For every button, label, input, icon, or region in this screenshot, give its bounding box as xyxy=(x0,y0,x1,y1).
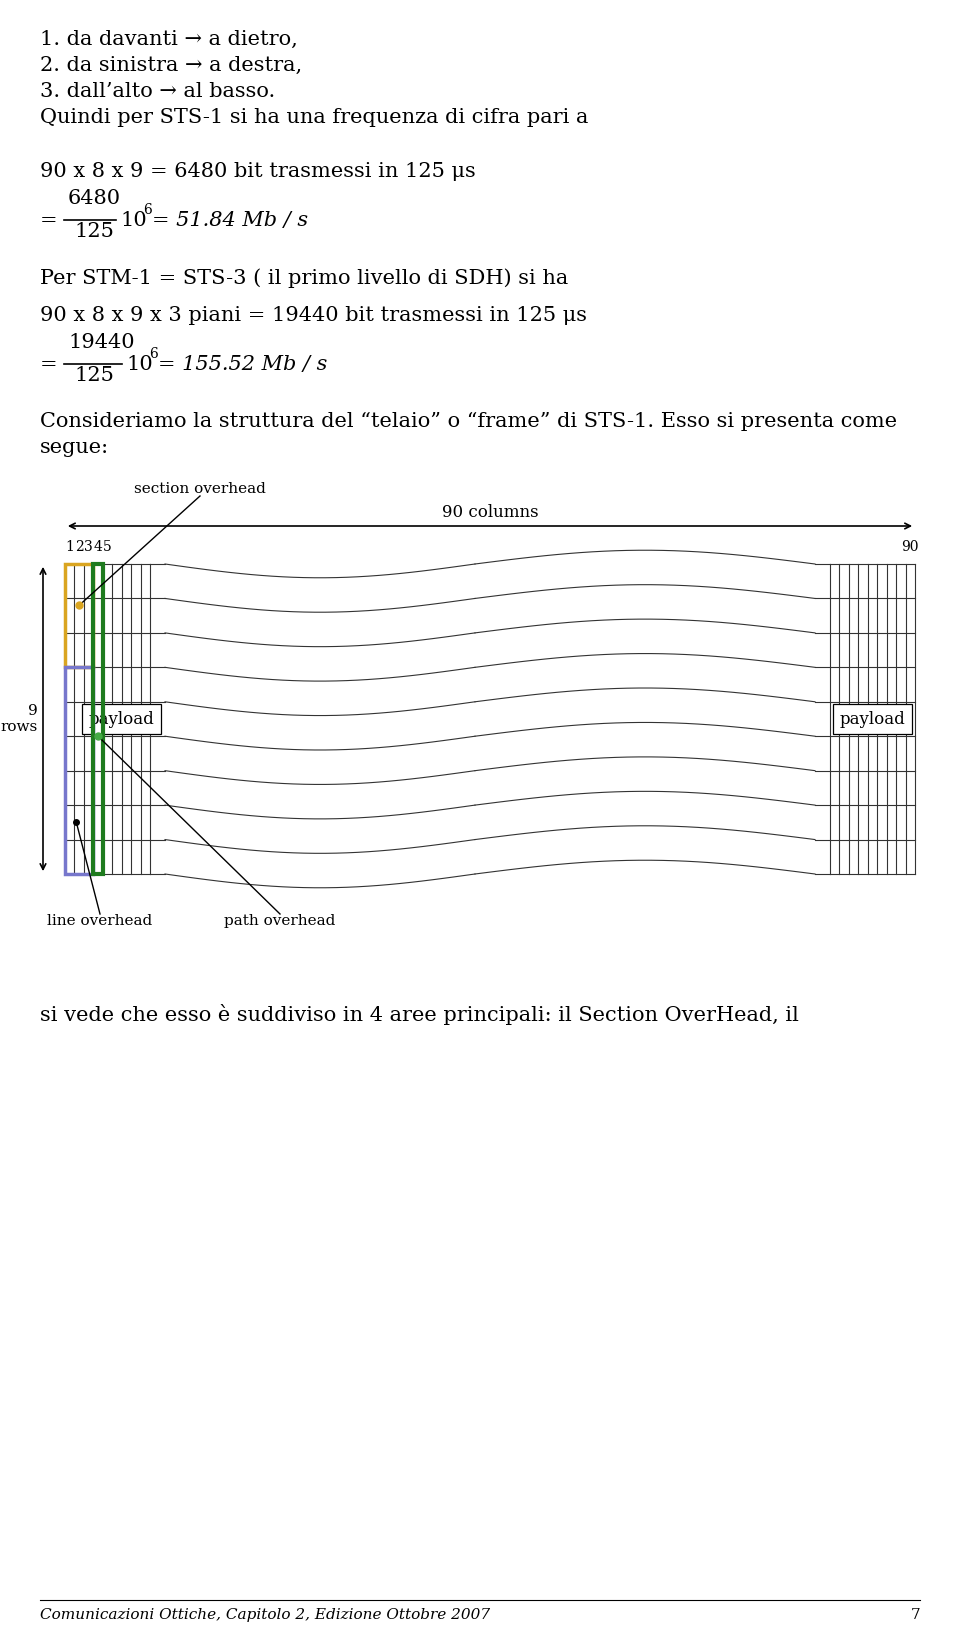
Text: 4: 4 xyxy=(94,540,103,554)
Text: 90 x 8 x 9 = 6480 bit trasmessi in 125 μs: 90 x 8 x 9 = 6480 bit trasmessi in 125 μ… xyxy=(40,162,476,182)
Bar xyxy=(162,564,818,873)
Text: 1: 1 xyxy=(65,540,74,554)
Text: si vede che esso è suddiviso in 4 aree principali: il Section OverHead, il: si vede che esso è suddiviso in 4 aree p… xyxy=(40,1003,799,1025)
Bar xyxy=(93,564,103,874)
Text: line overhead: line overhead xyxy=(47,914,153,927)
Text: 19440: 19440 xyxy=(68,333,134,351)
Text: 3: 3 xyxy=(84,540,93,554)
Text: Quindi per STS-1 si ha una frequenza di cifra pari a: Quindi per STS-1 si ha una frequenza di … xyxy=(40,107,588,127)
Text: 3. dall’alto → al basso.: 3. dall’alto → al basso. xyxy=(40,82,276,101)
Text: 7: 7 xyxy=(910,1609,920,1622)
Text: path overhead: path overhead xyxy=(225,914,336,927)
Text: 90: 90 xyxy=(901,540,919,554)
Text: 2. da sinistra → a destra,: 2. da sinistra → a destra, xyxy=(40,56,302,74)
Text: 90 columns: 90 columns xyxy=(442,503,539,521)
Text: = 51.84 Mb / s: = 51.84 Mb / s xyxy=(152,211,308,229)
Text: 125: 125 xyxy=(74,366,114,384)
Text: 9
rows: 9 rows xyxy=(1,705,38,734)
Text: 1. da davanti → a dietro,: 1. da davanti → a dietro, xyxy=(40,30,298,50)
Text: 90 x 8 x 9 x 3 piani = 19440 bit trasmessi in 125 μs: 90 x 8 x 9 x 3 piani = 19440 bit trasmes… xyxy=(40,305,587,325)
Text: =: = xyxy=(40,355,58,373)
Text: segue:: segue: xyxy=(40,437,109,457)
Text: Per STM-1 = STS-3 ( il primo livello di SDH) si ha: Per STM-1 = STS-3 ( il primo livello di … xyxy=(40,267,568,287)
Text: 6: 6 xyxy=(149,346,157,361)
Text: Comunicazioni Ottiche, Capitolo 2, Edizione Ottobre 2007: Comunicazioni Ottiche, Capitolo 2, Edizi… xyxy=(40,1609,491,1622)
Text: payload: payload xyxy=(840,711,905,728)
Text: payload: payload xyxy=(88,711,155,728)
Text: section overhead: section overhead xyxy=(134,482,266,497)
Bar xyxy=(65,667,93,874)
Text: 2: 2 xyxy=(75,540,84,554)
Text: 6: 6 xyxy=(143,203,152,218)
Text: Consideriamo la struttura del “telaio” o “frame” di STS-1. Esso si presenta come: Consideriamo la struttura del “telaio” o… xyxy=(40,412,898,431)
Text: = 155.52 Mb / s: = 155.52 Mb / s xyxy=(158,355,327,373)
Text: =: = xyxy=(40,211,58,229)
Bar xyxy=(65,564,93,667)
Text: 10: 10 xyxy=(126,355,153,373)
Text: 6480: 6480 xyxy=(68,190,121,208)
Text: 125: 125 xyxy=(74,223,114,241)
Text: 10: 10 xyxy=(120,211,147,229)
Text: 5: 5 xyxy=(103,540,112,554)
